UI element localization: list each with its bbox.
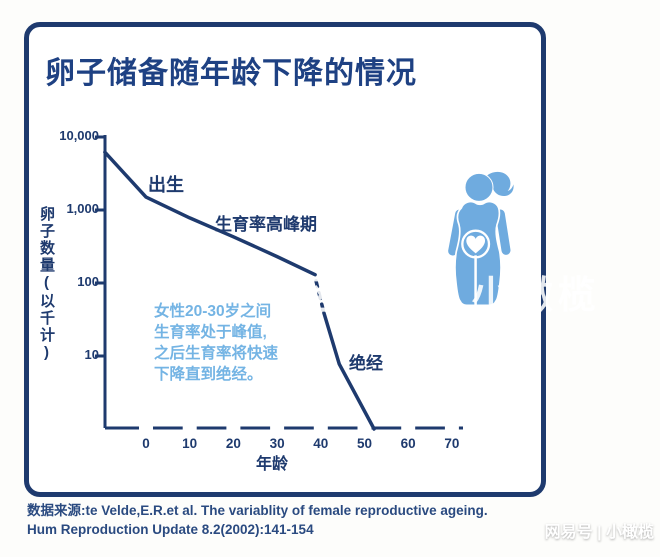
x-tick-label: 20: [225, 436, 241, 451]
heart-icon: [466, 235, 486, 254]
right-arm-shape: [495, 209, 511, 255]
y-tick-label: 10,000: [59, 128, 99, 143]
pregnant-woman-illustration: [448, 171, 514, 307]
x-tick-label: 10: [182, 436, 198, 451]
watermark-bottom-right: 网易号 | 小橄榄: [544, 524, 654, 541]
chart-title: 卵子储备随年龄下降的情况: [45, 57, 417, 90]
annotation-birth: 出生: [148, 175, 184, 195]
x-tick-label: 30: [269, 436, 285, 451]
x-tick-label: 40: [313, 436, 329, 451]
ponytail-shape: [485, 171, 514, 197]
annotation-menopause: 绝经: [349, 354, 383, 373]
y-tick-label: 1,000: [66, 201, 99, 216]
y-tick-label: 10: [84, 347, 99, 362]
body-shape: [454, 200, 502, 307]
annotation-note: 女性20-30岁之间 生育率处于峰值, 之后生育率将快速 下降直到绝经。: [154, 303, 279, 383]
y-axis-title: 卵子数量(以千计): [38, 206, 55, 363]
annotation-fertility-peak: 生育率高峰期: [215, 215, 317, 234]
leg-divider: [474, 255, 477, 306]
x-axis-title: 年龄: [255, 456, 288, 473]
source-citation: 数据来源:te Velde,E.R.et al. The variablity …: [27, 503, 488, 537]
x-tick-label: 70: [444, 436, 460, 451]
y-tick-label: 100: [77, 274, 99, 289]
x-tick-label: 0: [142, 436, 150, 451]
x-tick-label: 60: [400, 436, 416, 451]
x-tick-label: 50: [356, 436, 373, 451]
head-shape: [464, 172, 494, 202]
